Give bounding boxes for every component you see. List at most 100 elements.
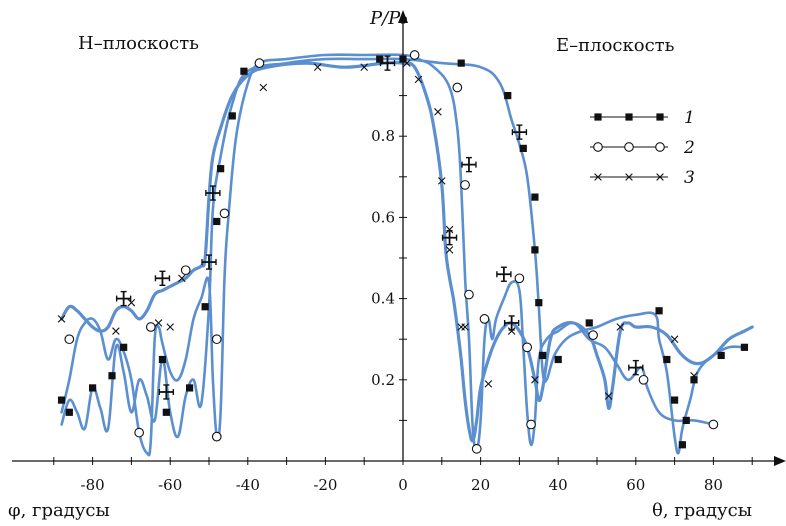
series-2-marker — [64, 334, 75, 345]
series-1-marker — [531, 246, 539, 254]
series-3-marker — [127, 298, 136, 307]
series-3-marker — [438, 177, 446, 185]
legend-marker — [656, 173, 664, 181]
legend-label: 1 — [684, 108, 695, 128]
series-1-marker — [554, 355, 562, 364]
error-bar — [496, 266, 512, 282]
x-tick-label: -40 — [236, 476, 260, 494]
series-3-marker — [360, 63, 368, 71]
y-tick-label: 0.8 — [371, 127, 395, 145]
legend-label: 2 — [683, 138, 695, 158]
series-1-marker — [213, 217, 221, 226]
legend: 1 2 3 — [590, 108, 695, 188]
error-bar — [205, 185, 221, 201]
series-1-marker — [740, 343, 749, 351]
series-2-marker — [134, 427, 145, 438]
series-1-marker — [240, 67, 248, 75]
series-3-marker — [178, 274, 186, 283]
series-3-marker — [507, 327, 516, 335]
series-2-marker — [452, 82, 463, 93]
series-1-marker — [457, 59, 465, 67]
series-1-marker — [217, 165, 225, 173]
series-2-marker — [522, 342, 533, 353]
x-tick-label: 40 — [549, 476, 568, 494]
series-1-marker — [162, 408, 170, 416]
x-tick-label: -80 — [81, 476, 105, 494]
legend-marker — [656, 113, 664, 121]
series-1-marker — [531, 193, 539, 201]
series-3-marker — [414, 75, 423, 84]
error-bar — [115, 290, 132, 307]
series-2-marker — [211, 334, 222, 345]
x-axis-title-right: θ, градусы — [652, 500, 752, 521]
y-axis-title: P/P₀ — [369, 8, 408, 29]
legend-marker — [624, 142, 634, 152]
series-1-marker — [717, 351, 725, 360]
series-2-marker — [409, 50, 420, 60]
series-2-marker — [479, 314, 490, 324]
series-2-marker — [145, 322, 156, 332]
legend-marker — [594, 173, 602, 181]
series-1-marker — [682, 416, 690, 424]
y-tick-label: 0.4 — [371, 290, 395, 308]
series-1-marker — [655, 307, 663, 315]
series-3-marker — [484, 380, 493, 388]
series-2-marker — [638, 374, 649, 385]
error-bar — [379, 55, 396, 71]
series-1-marker — [504, 92, 512, 100]
series-3-marker — [445, 246, 454, 254]
x-tick-label: 80 — [704, 476, 723, 494]
series-3-marker — [403, 59, 411, 67]
series-1-marker — [519, 144, 527, 152]
y-ticks: 0.2 0.4 0.6 0.8 — [371, 95, 407, 421]
series-1-marker — [535, 299, 543, 307]
series-3-marker — [112, 327, 120, 335]
curves-layer — [60, 53, 754, 457]
y-axis-arrow — [398, 10, 408, 23]
series-2-marker — [471, 443, 482, 454]
x-tick-label: -20 — [313, 476, 337, 494]
series-3-marker — [259, 83, 268, 92]
series-1-marker — [201, 303, 209, 311]
error-bar — [201, 254, 217, 270]
series-1-marker — [158, 355, 167, 364]
series-3-marker — [154, 319, 163, 327]
legend-marker — [625, 113, 633, 121]
legend-marker — [594, 113, 602, 121]
series-3-marker — [670, 335, 679, 343]
error-bar — [503, 315, 520, 331]
series-2-marker — [180, 265, 191, 276]
y-tick-label: 0.2 — [371, 371, 395, 389]
series-2-marker — [514, 273, 525, 284]
series-2-marker — [526, 419, 536, 430]
series-3-marker — [434, 108, 442, 116]
x-tick-label: 0 — [398, 476, 408, 494]
error-bar — [461, 156, 477, 173]
series-1-marker — [678, 441, 686, 449]
series-1-marker — [399, 55, 407, 63]
legend-item-1: 1 — [590, 108, 695, 128]
series-1-marker — [663, 355, 671, 364]
series-1-marker — [120, 343, 128, 351]
series-1-marker — [690, 376, 698, 384]
error-bar — [158, 384, 175, 400]
series-3-curve — [60, 60, 754, 443]
x-axis-arrow — [774, 456, 786, 466]
series-1-marker — [376, 55, 384, 63]
x-axis-title-left: φ, градусы — [8, 500, 110, 521]
series-2-marker — [460, 180, 470, 190]
series-3-marker — [616, 323, 625, 331]
legend-label: 3 — [684, 168, 695, 188]
error-bar — [511, 124, 528, 140]
series-3-marker — [461, 323, 469, 331]
series-2-marker — [211, 431, 222, 442]
legend-item-2: 2 — [590, 138, 695, 158]
y-tick-label: 0.6 — [371, 208, 395, 226]
series-1-marker — [671, 396, 679, 404]
legend-marker — [593, 142, 603, 152]
series-1-marker — [585, 319, 593, 327]
series-2-marker — [464, 289, 474, 300]
x-ticks: -80 -60 -40 -20 0 20 40 60 80 — [53, 457, 753, 494]
panel-label-left: H–плоскость — [78, 33, 199, 54]
